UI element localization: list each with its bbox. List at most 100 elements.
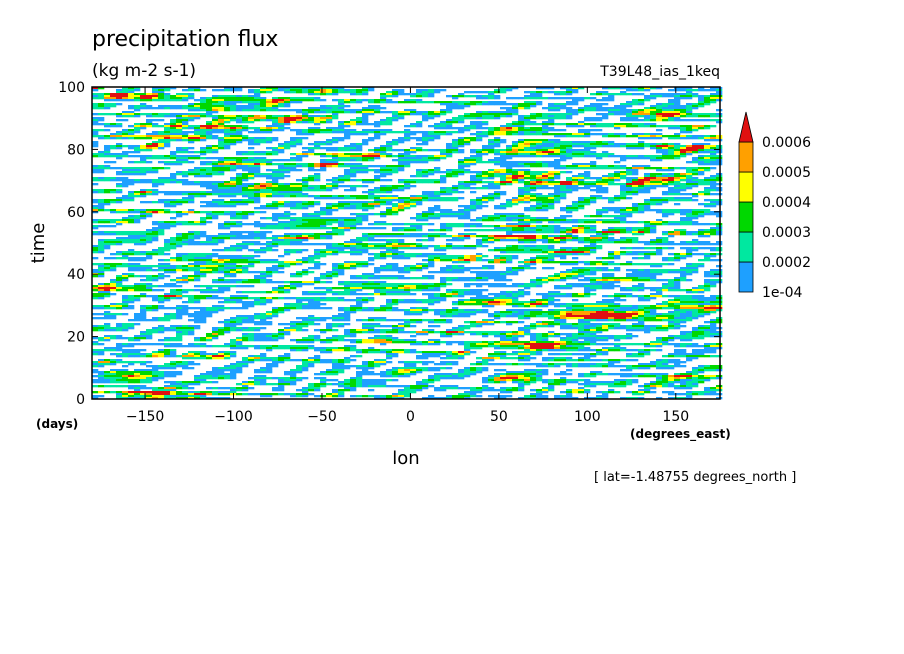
contour-cell: [206, 187, 213, 190]
contour-cell: [392, 155, 399, 158]
contour-cell: [338, 201, 345, 204]
contour-cell: [440, 127, 447, 130]
contour-cell: [242, 203, 249, 206]
contour-cell: [92, 113, 99, 116]
contour-cell: [494, 115, 501, 118]
contour-cell: [278, 217, 285, 220]
contour-cell: [296, 221, 303, 224]
contour-cell: [506, 215, 513, 218]
contour-cell: [290, 239, 297, 242]
contour-cell: [254, 101, 261, 104]
contour-cell: [410, 133, 417, 136]
contour-cell: [206, 135, 213, 138]
contour-cell: [224, 97, 231, 100]
contour-cell: [710, 175, 717, 178]
contour-cell: [338, 247, 345, 250]
contour-cell: [536, 205, 543, 208]
contour-cell: [422, 91, 429, 94]
contour-cell: [416, 121, 423, 124]
contour-cell: [506, 231, 513, 234]
contour-cell: [644, 225, 651, 228]
contour-cell: [662, 143, 669, 146]
contour-cell: [176, 125, 183, 128]
contour-cell: [530, 139, 537, 142]
contour-cell: [308, 225, 315, 228]
contour-cell: [200, 169, 207, 172]
contour-cell: [110, 179, 117, 182]
contour-cell: [254, 143, 261, 146]
contour-cell: [134, 181, 141, 184]
contour-cell: [140, 147, 147, 150]
contour-cell: [266, 99, 273, 102]
contour-cell: [152, 147, 159, 150]
contour-cell: [98, 129, 105, 132]
contour-cell: [212, 157, 219, 160]
contour-cell: [278, 205, 285, 208]
contour-cell: [374, 197, 381, 200]
contour-cell: [134, 243, 141, 246]
contour-cell: [152, 227, 159, 230]
contour-cell: [152, 89, 159, 92]
contour-cell: [584, 131, 591, 134]
contour-cell: [212, 147, 219, 150]
contour-cell: [398, 115, 405, 118]
contour-cell: [620, 103, 627, 106]
contour-cell: [500, 155, 507, 158]
contour-cell: [470, 113, 477, 116]
contour-cell: [542, 241, 549, 244]
contour-cell: [434, 113, 441, 116]
contour-cell: [260, 191, 267, 194]
contour-cell: [374, 157, 381, 160]
contour-cell: [158, 227, 165, 230]
contour-cell: [554, 103, 561, 106]
contour-cell: [368, 155, 375, 158]
contour-cell: [260, 185, 267, 188]
contour-cell: [482, 147, 489, 150]
contour-cell: [224, 117, 231, 120]
contour-cell: [494, 171, 501, 174]
contour-cell: [404, 125, 411, 128]
contour-cell: [314, 117, 321, 120]
contour-cell: [128, 105, 135, 108]
contour-cell: [506, 97, 513, 100]
contour-cell: [134, 129, 141, 132]
contour-cell: [698, 95, 705, 98]
contour-cell: [710, 211, 717, 214]
contour-cell: [482, 95, 489, 98]
contour-cell: [596, 179, 603, 182]
contour-cell: [152, 169, 159, 172]
contour-cell: [152, 233, 159, 236]
contour-cell: [584, 239, 591, 242]
contour-cell: [650, 231, 657, 234]
contour-cell: [500, 149, 507, 152]
contour-cell: [662, 213, 669, 216]
contour-cell: [458, 245, 465, 248]
contour-cell: [620, 187, 627, 190]
contour-cell: [320, 195, 327, 198]
contour-cell: [530, 217, 537, 220]
contour-cell: [182, 93, 189, 96]
contour-cell: [602, 239, 609, 242]
contour-cell: [272, 191, 279, 194]
contour-cell: [350, 223, 357, 226]
contour-cell: [326, 105, 333, 108]
contour-cell: [338, 195, 345, 198]
contour-cell: [566, 143, 573, 146]
contour-cell: [644, 191, 651, 194]
contour-cell: [560, 231, 567, 234]
contour-cell: [494, 151, 501, 154]
contour-cell: [686, 89, 693, 92]
contour-cell: [236, 133, 243, 136]
contour-cell: [710, 223, 717, 226]
contour-cell: [392, 235, 399, 238]
contour-cell: [284, 191, 291, 194]
contour-cell: [632, 177, 639, 180]
contour-cell: [458, 191, 465, 194]
contour-cell: [302, 165, 309, 168]
contour-cell: [308, 97, 315, 100]
contour-cell: [314, 115, 321, 118]
contour-cell: [692, 177, 699, 180]
contour-cell: [614, 135, 621, 138]
contour-cell: [116, 241, 123, 244]
contour-cell: [272, 121, 279, 124]
